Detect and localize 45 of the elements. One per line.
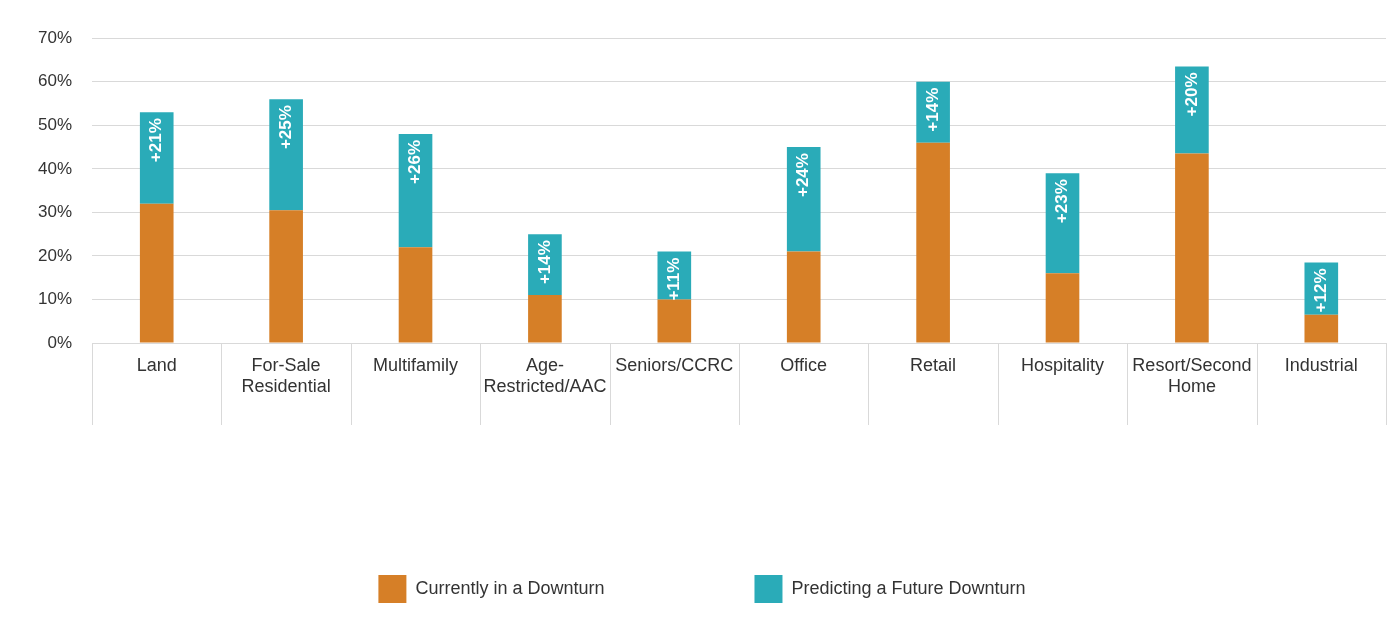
x-tick-label: Industrial [1284, 354, 1358, 375]
x-tick-label: Land [136, 354, 177, 375]
y-tick-label: 20% [37, 245, 73, 265]
bar [916, 142, 950, 343]
legend-label: Currently in a Downturn [415, 577, 605, 598]
data-label: +21% [146, 118, 166, 163]
bar [139, 203, 174, 343]
data-label: +20% [1181, 72, 1201, 117]
bar [139, 112, 174, 204]
x-tick-label: Multifamily [373, 354, 459, 375]
y-tick-label: 70% [37, 27, 73, 47]
x-tick-label: Retail [910, 354, 957, 375]
bar [398, 133, 433, 248]
bar [786, 147, 821, 252]
data-label: +25% [275, 105, 295, 150]
y-tick-label: 40% [37, 158, 73, 178]
bar [1175, 66, 1209, 154]
data-label: +26% [405, 139, 425, 184]
x-tick-label: Hospitality [1020, 354, 1105, 375]
x-tick-label: Resort/Second Home [1132, 354, 1252, 397]
legend-label: Predicting a Future Downturn [791, 577, 1026, 598]
bar [657, 299, 692, 343]
data-label: +11% [664, 257, 683, 301]
bar [1175, 153, 1209, 343]
data-label: +14% [922, 87, 942, 132]
bar [1045, 273, 1080, 343]
bar [269, 210, 303, 343]
data-label: +23% [1052, 179, 1072, 224]
x-tick-label: Seniors/CCRC [615, 354, 734, 375]
y-tick-label: 60% [37, 71, 73, 91]
y-tick-label: 10% [37, 289, 73, 309]
bar [528, 295, 562, 343]
bar [786, 251, 821, 343]
x-tick-label: Age- Restricted/AAC [483, 354, 607, 397]
data-label: +24% [793, 153, 813, 198]
x-tick-label: Office [780, 354, 828, 375]
data-label: +14% [534, 240, 554, 285]
y-tick-label: 50% [37, 114, 73, 134]
y-tick-label: 30% [37, 202, 73, 222]
bar [1304, 314, 1339, 343]
y-tick-label: 0% [47, 332, 73, 352]
x-tick-label: For-Sale Residential [241, 354, 331, 397]
bar [269, 99, 303, 211]
bar [398, 247, 433, 343]
data-label: +12% [1310, 268, 1330, 313]
